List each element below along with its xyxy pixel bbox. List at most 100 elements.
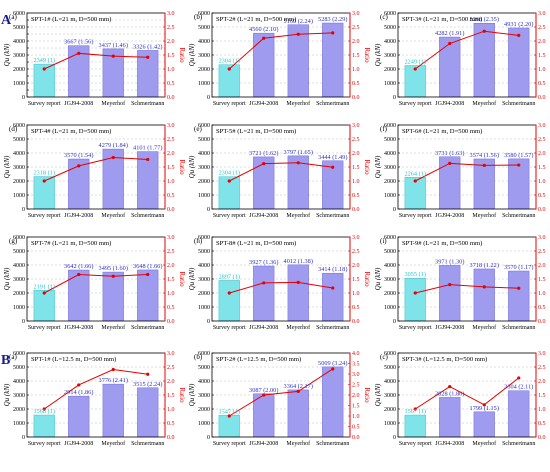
bar <box>439 397 461 438</box>
ratio-point <box>331 367 335 371</box>
y-tick-label: 0 <box>393 95 396 101</box>
y-tick-label: 6000 <box>384 11 396 17</box>
y2-tick-label: 0.0 <box>167 435 175 441</box>
y2-tick-label: 2.5 <box>538 137 546 143</box>
ratio-point <box>448 385 452 389</box>
y-tick-label: 1000 <box>198 81 210 87</box>
y2-tick-label: 1.5 <box>538 393 546 399</box>
data-label: 2897 (1) <box>218 273 240 280</box>
y-tick-label: 6000 <box>198 351 210 357</box>
ratio-point <box>227 179 231 183</box>
chart-panel-6: 2264 (1) 3731 (1.63) 3574 (1.56) 3580 (1.57… <box>374 123 550 219</box>
panel-letter: (e) <box>194 125 202 133</box>
y2-tick-label: 0.5 <box>352 425 360 431</box>
y-tick-label: 4000 <box>384 151 396 157</box>
data-label: 5160 (2.24) <box>284 18 313 25</box>
x-tick-label: Schmertmann <box>316 101 349 107</box>
ratio-point <box>448 41 452 46</box>
bar <box>287 264 309 322</box>
y-tick-label: 0 <box>22 95 25 101</box>
panel-letter: (b) <box>194 13 203 21</box>
x-tick-label: Schmertmann <box>316 213 349 219</box>
data-label: 1568 (1) <box>33 408 55 415</box>
group-label-A: A <box>1 13 12 28</box>
data-label: 3087 (2.00) <box>249 387 278 394</box>
ratio-point <box>42 291 46 295</box>
y-tick-label: 5000 <box>198 249 210 255</box>
y2-tick-label: 0.0 <box>352 207 360 213</box>
y-tick-label: 0 <box>207 207 210 213</box>
y-tick-label: 4000 <box>198 263 210 269</box>
y2-tick-label: 0.5 <box>167 305 175 311</box>
y-tick-label: 1000 <box>198 193 210 199</box>
x-tick-label: Survey report <box>28 213 61 219</box>
ratio-point <box>413 179 417 183</box>
ratio-point <box>331 165 335 169</box>
y-tick-label: 6000 <box>384 123 396 129</box>
y2-tick-label: 0.5 <box>538 193 546 199</box>
y-tick-label: 1000 <box>384 421 396 427</box>
bar <box>253 32 275 98</box>
data-label: 3515 (2.24) <box>133 381 162 388</box>
x-tick-label: JGJ94-2008 <box>249 213 278 219</box>
y-tick-label: 3000 <box>198 393 210 399</box>
bar <box>508 390 530 438</box>
x-tick-label: Meyerhof <box>101 440 125 447</box>
y2-tick-label: 2.5 <box>538 25 546 31</box>
data-label: 3927 (1.36) <box>249 259 278 266</box>
bar <box>253 265 275 322</box>
panel-letter: (d) <box>9 125 18 133</box>
y-tick-label: 5000 <box>13 25 25 31</box>
y2-tick-label: 1.0 <box>167 179 175 185</box>
ratio-point <box>262 393 266 397</box>
chart-title: SPT-4# (L=21 m, D=500 mm) <box>31 128 111 135</box>
y-tick-label: 2000 <box>13 179 25 185</box>
y2-tick-label: 1.0 <box>538 179 546 185</box>
y-tick-label: 0 <box>393 319 396 325</box>
ratio-line <box>44 52 148 70</box>
ratio-line <box>414 30 519 70</box>
x-tick-label: Meyerhof <box>101 324 125 331</box>
y-tick-label: 6000 <box>13 351 25 357</box>
y-axis-title: Qu (kN) <box>374 155 382 178</box>
x-tick-label: JGJ94-2008 <box>64 101 93 107</box>
data-label: 3364 (2.17) <box>284 383 313 390</box>
bar <box>102 271 124 322</box>
ratio-point <box>331 286 335 290</box>
y2-tick-label: 2.5 <box>352 137 360 143</box>
data-label: 5283 (2.29) <box>318 16 347 23</box>
ratio-point <box>482 285 486 289</box>
y2-tick-label: 2.0 <box>538 151 546 157</box>
y-tick-label: 3000 <box>198 277 210 283</box>
ratio-point <box>262 36 266 40</box>
y2-tick-label: 2.0 <box>538 39 546 45</box>
y2-tick-label: 2.0 <box>352 263 360 269</box>
data-label: 5268 (2.35) <box>470 16 499 23</box>
y2-axis-title: Ratio <box>363 159 371 175</box>
chart-panel-9: 3055 (1) 3971 (1.30) 3718 (1.22) 3570 (1.17… <box>374 235 550 331</box>
chart-title: SPT-1# (L=21 m, D=500 mm) <box>31 16 111 23</box>
bar <box>439 36 461 98</box>
y2-axis-title: Ratio <box>178 159 186 175</box>
y2-tick-label: 2.5 <box>167 137 175 143</box>
panel-letter: (f) <box>380 125 388 133</box>
chart-panel-3: 2249 (1) 4282 (1.91) 5268 (2.35) 4931 (2.20… <box>374 11 550 107</box>
y-tick-label: 0 <box>207 319 210 325</box>
chart-panel-7: 2191 (1) 3642 (1.66) 3495 (1.60) 3648 (1.66… <box>3 235 186 331</box>
data-label: 4012 (1.38) <box>284 258 313 265</box>
y2-tick-label: 3.0 <box>352 372 360 378</box>
y2-tick-label: 2.5 <box>352 249 360 255</box>
x-tick-label: Meyerhof <box>286 440 310 447</box>
y-tick-label: 4000 <box>13 379 25 385</box>
y2-tick-label: 1.5 <box>167 277 175 283</box>
y-tick-label: 3000 <box>198 53 210 59</box>
x-tick-label: Schmertmann <box>502 213 535 219</box>
y-tick-label: 3000 <box>384 277 396 283</box>
panel-letter: (a) <box>9 13 17 21</box>
ratio-point <box>111 367 115 372</box>
y2-axis-title: Ratio <box>363 387 371 403</box>
y-tick-label: 0 <box>393 435 396 441</box>
x-tick-label: Schmertmann <box>502 441 535 447</box>
chart-panel-1: 2349 (1) 3667 (1.56) 3437 (1.46) 3326 (1.42… <box>3 11 186 107</box>
y2-tick-label: 2.0 <box>538 379 546 385</box>
